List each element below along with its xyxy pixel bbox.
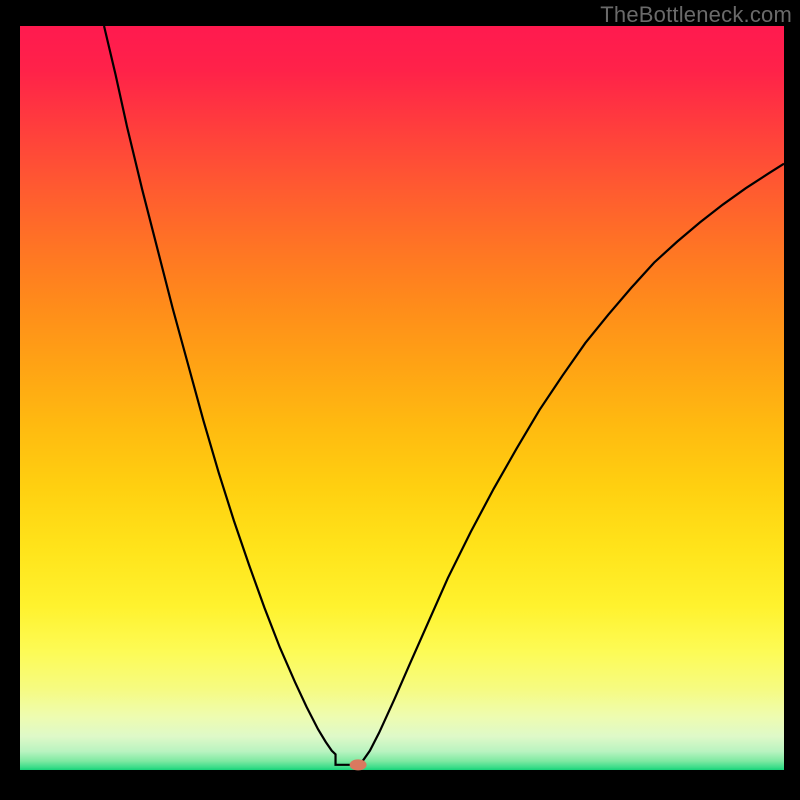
optimal-point-marker <box>350 759 367 770</box>
bottleneck-curve <box>20 26 784 770</box>
watermark-text: TheBottleneck.com <box>600 2 792 28</box>
plot-area <box>20 26 784 770</box>
